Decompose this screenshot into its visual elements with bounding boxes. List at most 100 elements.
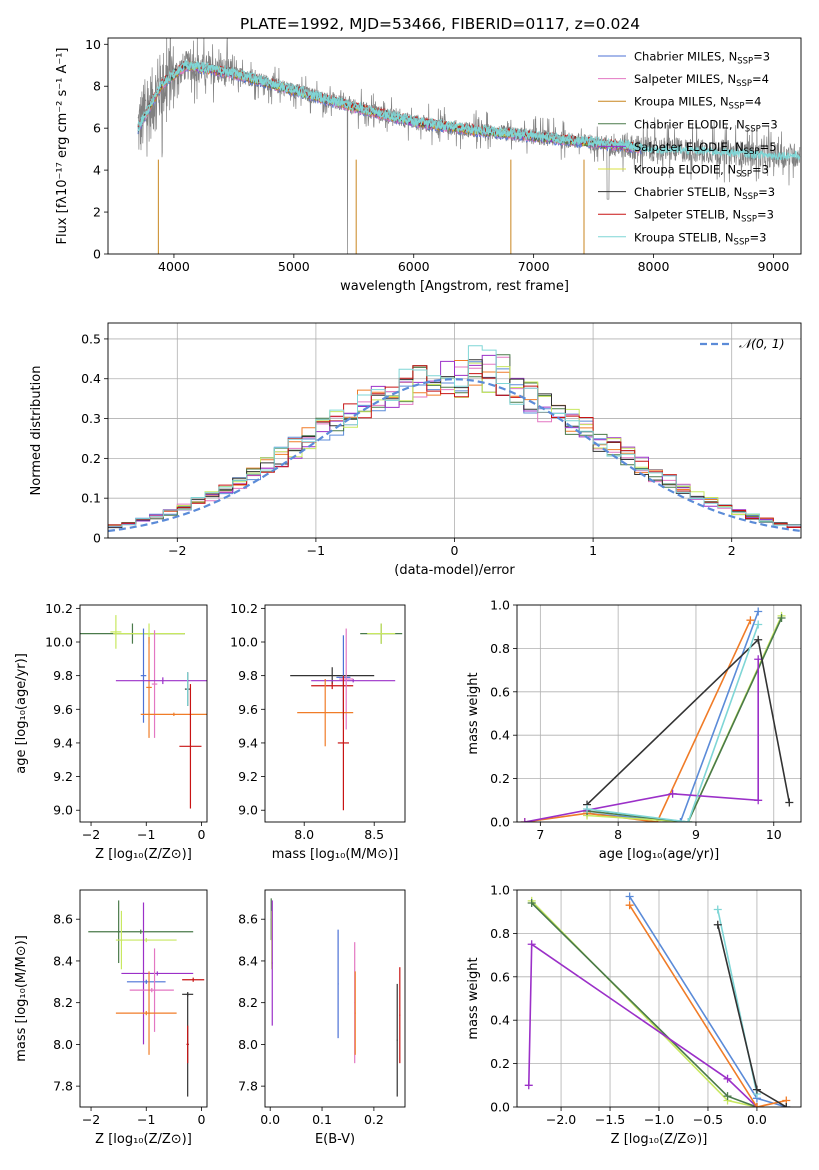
- y-tick-label: 10.0: [230, 635, 258, 650]
- y-tick-label: 0.3: [81, 411, 101, 426]
- y-tick-label: 10: [85, 37, 101, 52]
- y-tick-label: 9.6: [238, 702, 258, 717]
- histogram-step-line: [108, 345, 801, 527]
- mass-weight-marker: [754, 796, 763, 805]
- y-tick-label: 9.6: [53, 702, 73, 717]
- x-tick-label: 1: [589, 543, 597, 558]
- y-tick-label: 8: [93, 79, 101, 94]
- legend-count: =3: [749, 230, 766, 244]
- mass-weight-marker: [583, 804, 592, 813]
- x-axis-label: Z [log₁₀(Z/Z⊙)]: [95, 1132, 192, 1147]
- legend-count: =4: [744, 95, 761, 109]
- x-tick-label: 9000: [758, 259, 790, 274]
- legend-entry: 𝒩(0, 1): [739, 336, 785, 351]
- mass-weight-marker: [754, 635, 763, 644]
- legend-subscript: SSP: [736, 79, 752, 89]
- plots-layer: 4000 5000 6000 7000 8000 90000246810wavelengt…: [14, 37, 802, 1147]
- mass-weight-marker: [625, 892, 634, 901]
- mass-weight-marker: [723, 1092, 732, 1101]
- x-tick-label: 7000: [518, 259, 550, 274]
- x-tick-label: −0.5: [693, 1112, 723, 1127]
- mass-weight-marker: [527, 940, 536, 949]
- mass-weight-marker: [785, 798, 794, 807]
- y-tick-label: 0: [93, 247, 101, 262]
- y-tick-label: 8.0: [238, 1037, 258, 1052]
- legend-count: =3: [753, 50, 770, 64]
- x-tick-label: −2: [168, 543, 186, 558]
- y-tick-label: 10.2: [230, 601, 258, 616]
- x-tick-label: 9: [692, 827, 700, 842]
- axes-frame: [264, 889, 406, 1108]
- y-tick-label: 0.4: [490, 1013, 510, 1028]
- mass-weight-marker: [527, 899, 536, 908]
- x-tick-label: −1: [137, 1112, 155, 1127]
- mass-weight-line: [524, 659, 760, 822]
- mass-weight-line: [628, 904, 787, 1107]
- y-tick-label: 9.2: [238, 769, 258, 784]
- x-tick-label: 5000: [278, 259, 310, 274]
- x-axis-label: wavelength [Angstrom, rest frame]: [340, 279, 569, 294]
- y-tick-label: 8.2: [53, 995, 73, 1010]
- histogram-step-line: [108, 365, 801, 528]
- y-tick-label: 2: [93, 205, 101, 220]
- legend-subscript: SSP: [741, 215, 757, 225]
- y-tick-label: 7.8: [53, 1079, 73, 1094]
- mass-weight-marker: [782, 1103, 791, 1107]
- x-tick-label: −1.0: [644, 1112, 674, 1127]
- legend-count: =4: [752, 72, 769, 86]
- mass-weight-marker: [752, 1085, 761, 1094]
- x-tick-label: 0: [198, 1112, 206, 1127]
- legend-entry: Kroupa ELODIE, NSSP=3: [634, 163, 769, 180]
- plot-area: [524, 892, 791, 1107]
- y-tick-label: 0.4: [490, 728, 510, 743]
- legend-subscript: SSP: [734, 237, 750, 247]
- y-tick-label: 9.8: [238, 668, 258, 683]
- panel-age-vs-mass: 8.0 8.5 9.0 9.2 9.4 9.6 9.8 10.0 10.2 mass [log₁₀…: [230, 601, 406, 862]
- x-tick-label: 8: [614, 827, 622, 842]
- y-tick-label: 9.0: [53, 803, 73, 818]
- x-tick-label: 0.0: [260, 1112, 280, 1127]
- y-tick-label: 9.0: [238, 803, 258, 818]
- y-tick-label: 0.0: [490, 815, 510, 830]
- panel-age-vs-Z: −2 −1 0 9.0 9.2 9.4 9.6 9.8 10.0 10.2 Z [log₁₀(Z/Z…: [14, 601, 208, 862]
- y-tick-label: 8.2: [238, 995, 258, 1010]
- y-axis-label: Normed distribution: [29, 366, 44, 496]
- y-tick-label: 10.0: [45, 635, 73, 650]
- x-axis-label: mass [log₁₀(M/M⊙)]: [272, 847, 399, 862]
- mass-weight-marker: [713, 905, 722, 914]
- x-tick-label: −2: [82, 827, 100, 842]
- mass-weight-marker: [668, 789, 677, 798]
- figure-title: PLATE=1992, MJD=53466, FIBERID=0117, z=0…: [240, 15, 640, 33]
- legend-subscript: SSP: [729, 102, 745, 112]
- x-axis-label: E(B-V): [315, 1132, 355, 1147]
- axes-frame: [516, 889, 802, 1108]
- legend-entry: Salpeter STELIB, NSSP=3: [634, 208, 774, 225]
- axes-frame: [107, 37, 802, 255]
- x-tick-label: −1.5: [595, 1112, 625, 1127]
- plot-area: [520, 607, 794, 822]
- mass-weight-marker: [676, 818, 685, 822]
- plot-area: [290, 623, 403, 811]
- x-tick-label: 0: [451, 543, 459, 558]
- x-tick-label: 7: [536, 827, 544, 842]
- x-tick-label: −2: [82, 1112, 100, 1127]
- y-tick-label: 0.8: [490, 641, 510, 656]
- legend-count: =3: [752, 163, 769, 177]
- panel-mass-vs-ebv: 0.0 0.1 0.2 7.8 8.0 8.2 8.4 8.6 E(B-V): [238, 889, 406, 1147]
- legend-entry: Kroupa MILES, NSSP=4: [634, 95, 761, 112]
- legend-entry: Kroupa STELIB, NSSP=3: [634, 230, 766, 247]
- plot-area: [88, 900, 205, 1097]
- y-tick-label: 0.2: [490, 771, 510, 786]
- y-tick-label: 9.4: [53, 735, 73, 750]
- y-tick-label: 8.0: [53, 1037, 73, 1052]
- axes-frame: [516, 604, 802, 823]
- y-tick-label: 6: [93, 121, 101, 136]
- x-tick-label: −1: [307, 543, 325, 558]
- y-tick-label: 0.4: [81, 371, 101, 386]
- mass-weight-marker: [746, 616, 755, 625]
- y-tick-label: 0.8: [490, 926, 510, 941]
- y-tick-label: 1.0: [490, 598, 510, 613]
- y-tick-label: 0.2: [81, 451, 101, 466]
- x-tick-label: 10: [766, 827, 782, 842]
